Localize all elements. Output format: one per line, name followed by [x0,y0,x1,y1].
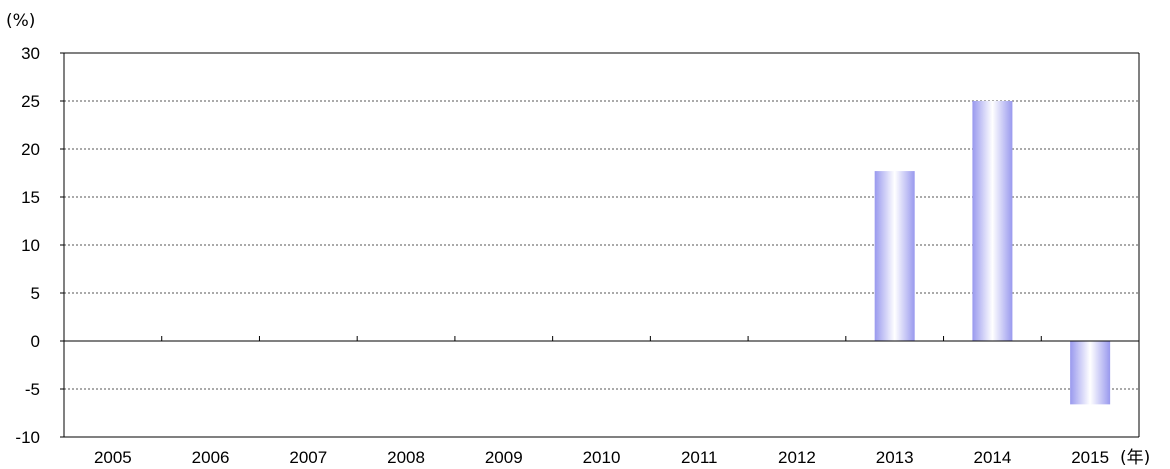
bar-2015 [1070,341,1111,405]
y-tick-label: -10 [15,428,40,447]
x-tick-label: 2006 [192,448,230,467]
bars [874,101,1111,405]
y-tick-label: 15 [21,188,40,207]
x-tick-label: 2009 [485,448,523,467]
x-tick-label: 2005 [94,448,132,467]
x-unit-label: (年) [1120,448,1150,468]
x-tick-label: 2015 [1071,448,1109,467]
x-tick-label: 2014 [973,448,1011,467]
x-tick-label: 2013 [876,448,914,467]
y-tick-label: 25 [21,92,40,111]
y-tick-label: -5 [25,380,40,399]
y-unit-label: (%) [6,11,35,31]
y-tick-labels: 30 25 20 15 10 5 0 -5 -10 [15,44,40,447]
y-tick-label: 30 [21,44,40,63]
x-tick-label: 2008 [387,448,425,467]
y-tick-label: 10 [21,236,40,255]
y-tick-label: 20 [21,140,40,159]
y-tick-label: 5 [31,284,40,303]
bar-2013 [874,171,915,341]
axes [60,52,1140,438]
x-tick-label: 2007 [289,448,327,467]
x-tick-label: 2011 [681,448,718,467]
x-tick-label: 2012 [778,448,816,467]
bar-2014 [972,101,1013,341]
x-tick-label: 2010 [583,448,621,467]
x-tick-labels: 2005 2006 2007 2008 2009 2010 2011 2012 2013 2014… [94,448,1109,467]
y-tick-label: 0 [31,332,40,351]
